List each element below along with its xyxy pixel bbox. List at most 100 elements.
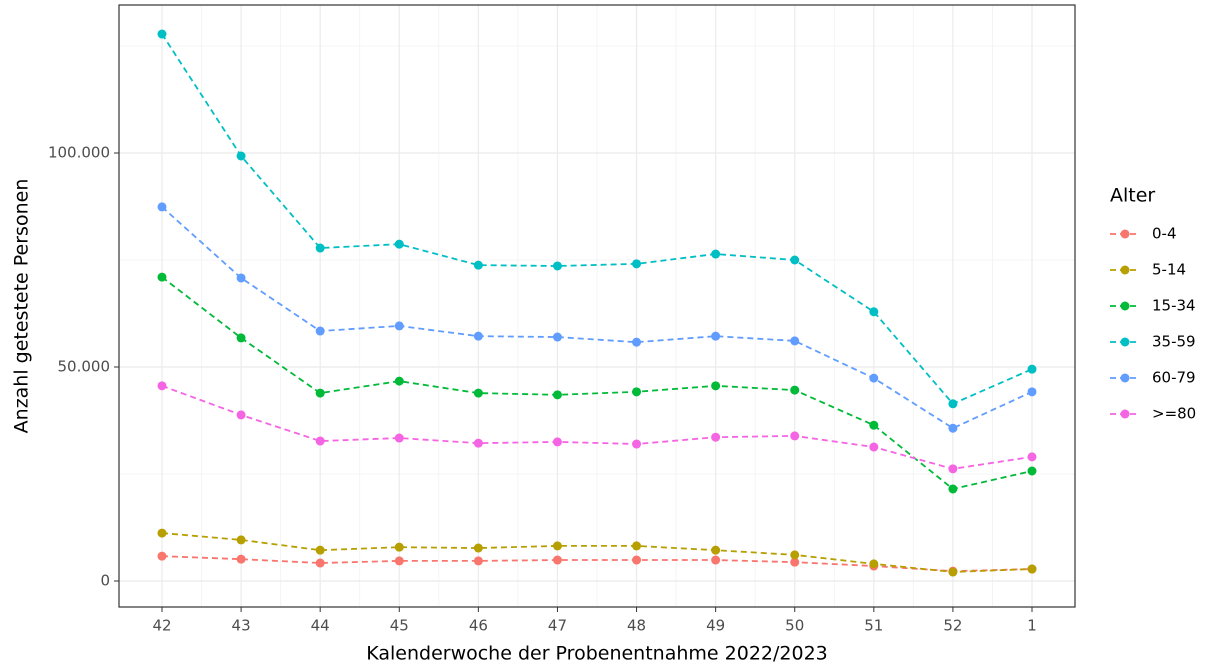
series-line: [161, 555, 1033, 573]
x-tick-label: 51: [864, 617, 883, 635]
data-point: [473, 438, 483, 448]
x-tick-label: 1: [1027, 617, 1037, 635]
x-tick-label: 45: [390, 617, 409, 635]
x-tick-label: 52: [943, 617, 962, 635]
legend-key-point: [1120, 229, 1130, 239]
data-point: [157, 381, 167, 391]
data-point: [1027, 364, 1037, 374]
data-point: [236, 410, 246, 420]
y-axis-title: Anzahl getestete Personen: [11, 179, 33, 434]
data-point: [157, 29, 167, 39]
data-point: [552, 390, 562, 400]
data-point: [157, 551, 167, 561]
data-point: [552, 541, 562, 551]
data-point: [473, 388, 483, 398]
data-point: [394, 542, 404, 552]
data-point: [157, 272, 167, 282]
x-tick-label: 47: [548, 617, 567, 635]
data-point: [315, 436, 325, 446]
data-point: [236, 554, 246, 564]
data-point: [869, 559, 879, 569]
legend-label: 35-59: [1152, 333, 1196, 351]
data-point: [632, 439, 642, 449]
data-point: [473, 331, 483, 341]
data-point: [157, 528, 167, 538]
series-line: [161, 206, 1033, 430]
data-point: [236, 535, 246, 545]
legend-label: 5-14: [1152, 261, 1186, 279]
y-tick-label: 50.000: [58, 358, 111, 376]
data-point: [790, 550, 800, 560]
data-point: [315, 243, 325, 253]
data-point: [315, 326, 325, 336]
legend-key-point: [1120, 265, 1130, 275]
data-point: [632, 387, 642, 397]
data-point: [869, 442, 879, 452]
x-tick-label: 43: [232, 617, 251, 635]
x-tick-label: 46: [469, 617, 488, 635]
x-tick-label: 48: [627, 617, 646, 635]
data-point: [1027, 466, 1037, 476]
data-point: [552, 332, 562, 342]
data-point: [711, 249, 721, 259]
data-point: [948, 567, 958, 577]
data-point: [236, 333, 246, 343]
data-point: [315, 558, 325, 568]
data-point: [869, 373, 879, 383]
data-point: [948, 399, 958, 409]
data-point: [473, 543, 483, 553]
data-point: [711, 545, 721, 555]
x-tick-label: 44: [311, 617, 330, 635]
data-point: [394, 376, 404, 386]
data-point: [315, 545, 325, 555]
data-point: [869, 307, 879, 317]
y-tick-label: 0: [100, 571, 110, 589]
data-point: [790, 385, 800, 395]
legend-label: 0-4: [1152, 225, 1177, 243]
data-point: [790, 336, 800, 346]
legend-key-point: [1120, 409, 1130, 419]
series-line: [161, 532, 1033, 573]
data-point: [948, 423, 958, 433]
data-point: [394, 239, 404, 249]
legend-key-point: [1120, 373, 1130, 383]
data-point: [711, 555, 721, 565]
data-point: [711, 432, 721, 442]
x-tick-label: 50: [785, 617, 804, 635]
plot-border: [118, 4, 1076, 608]
data-point: [236, 273, 246, 283]
data-point: [236, 151, 246, 161]
data-point: [473, 260, 483, 270]
data-point: [632, 541, 642, 551]
data-point: [790, 431, 800, 441]
data-point: [552, 555, 562, 565]
data-point: [394, 556, 404, 566]
data-point: [157, 202, 167, 212]
legend-label: 60-79: [1152, 369, 1196, 387]
legend-key-point: [1120, 337, 1130, 347]
series-line: [161, 384, 1033, 470]
data-point: [1027, 452, 1037, 462]
data-point: [552, 261, 562, 271]
data-point: [394, 321, 404, 331]
data-point: [315, 388, 325, 398]
data-point: [632, 259, 642, 269]
legend-label: >=80: [1152, 405, 1196, 423]
data-point: [632, 337, 642, 347]
data-point: [473, 556, 483, 566]
x-tick-label: 42: [152, 617, 171, 635]
legend-title: Alter: [1110, 185, 1155, 207]
data-point: [1027, 564, 1037, 574]
data-point: [394, 433, 404, 443]
data-point: [948, 464, 958, 474]
series-line: [161, 276, 1033, 490]
data-point: [790, 557, 800, 567]
data-point: [711, 331, 721, 341]
y-tick-label: 100.000: [48, 144, 110, 162]
data-point: [948, 484, 958, 494]
data-point: [869, 420, 879, 430]
data-point: [552, 437, 562, 447]
